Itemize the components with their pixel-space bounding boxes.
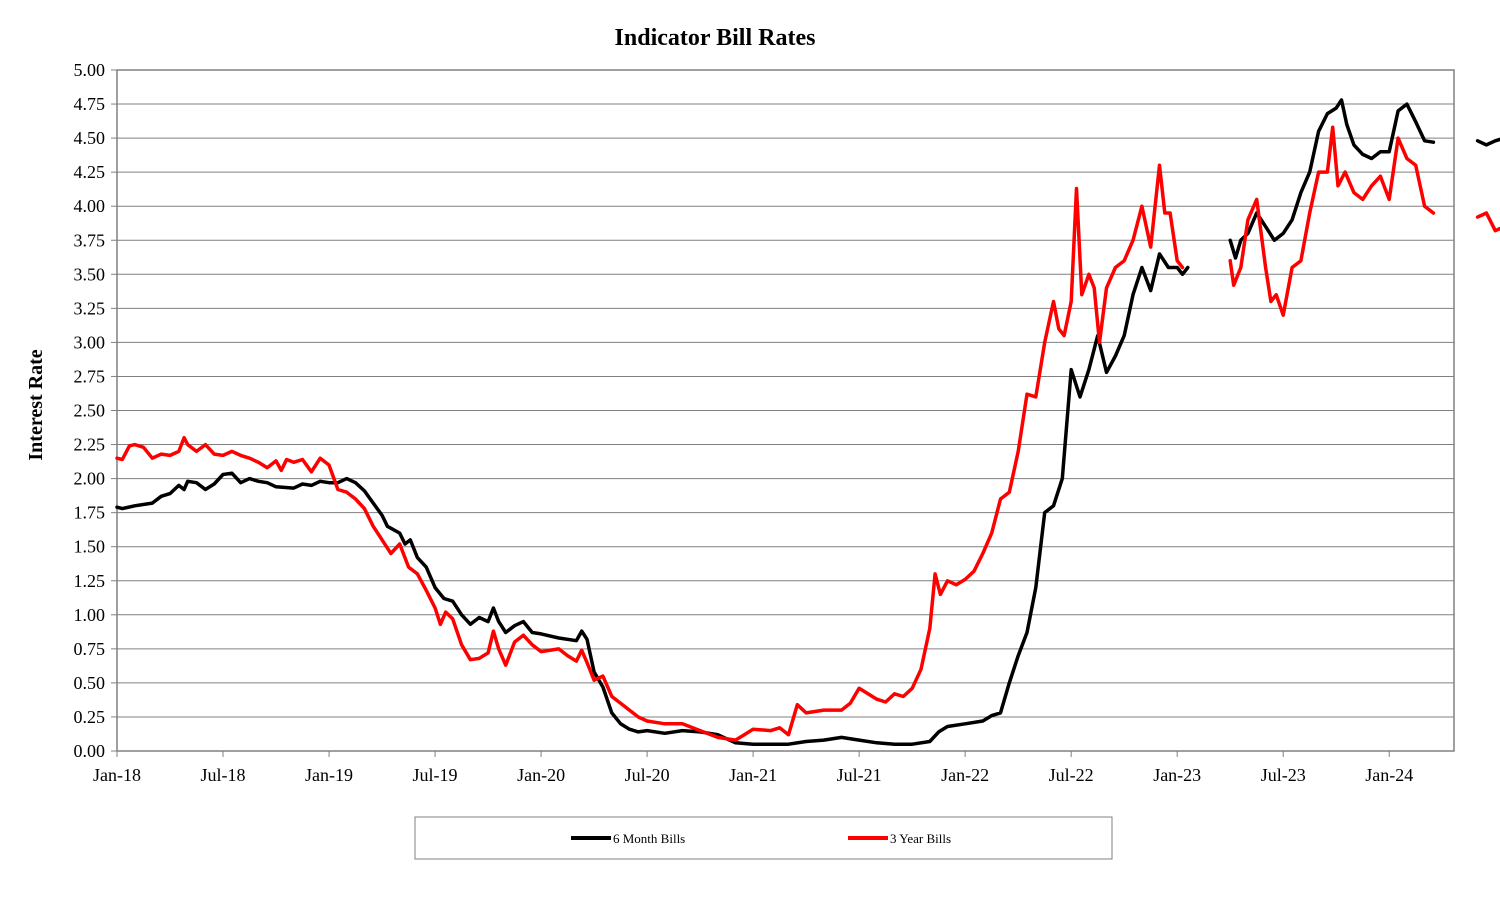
y-tick-label: 3.00 [74, 332, 106, 352]
y-tick-label: 4.75 [74, 94, 106, 114]
series-lines [115, 98, 1500, 746]
y-tick-label: 3.25 [74, 298, 106, 318]
y-tick-label: 4.25 [74, 162, 106, 182]
x-tick-label: Jan-24 [1365, 765, 1413, 785]
y-tick-label: 3.50 [74, 264, 106, 284]
x-tick-label: Jan-23 [1153, 765, 1201, 785]
x-tick-label: Jul-20 [625, 765, 670, 785]
y-tick-label: 2.50 [74, 401, 106, 421]
y-tick-label: 2.00 [74, 469, 106, 489]
x-tick-label: Jul-18 [201, 765, 246, 785]
y-tick-label: 1.25 [74, 571, 106, 591]
y-tick-label: 0.25 [74, 707, 106, 727]
legend-box [414, 816, 1113, 860]
y-axis-ticks: 0.00 0.25 0.50 0.75 1.00 1.25 1.50 1.75 2.00 2.25… [74, 60, 117, 761]
x-tick-label: Jul-19 [413, 765, 458, 785]
y-tick-label: 0.00 [74, 741, 106, 761]
y-tick-label: 1.00 [74, 605, 106, 625]
x-tick-label: Jan-19 [305, 765, 353, 785]
series-line-3-year-segment-2 [1228, 125, 1436, 317]
y-tick-label: 2.75 [74, 366, 106, 386]
chart-title: Indicator Bill Rates [615, 25, 816, 51]
gridlines [117, 103, 1454, 718]
y-tick-label: 4.00 [74, 196, 106, 216]
y-tick-label: 1.75 [74, 503, 106, 523]
y-tick-label: 0.75 [74, 639, 106, 659]
y-tick-label: 5.00 [74, 60, 106, 80]
x-axis-ticks: Jan-18 Jul-18 Jan-19 Jul-19 Jan-20 Jul-20 Jan-… [93, 751, 1413, 785]
series-line-6-month-segment-3 [1475, 137, 1500, 147]
legend-label-6-month: 6 Month Bills [613, 831, 685, 846]
series-line-3-year-segment-1 [115, 163, 1185, 742]
y-tick-label: 1.50 [74, 537, 106, 557]
y-tick-label: 0.50 [74, 673, 106, 693]
x-tick-label: Jan-21 [729, 765, 777, 785]
y-tick-label: 3.75 [74, 230, 106, 250]
x-tick-label: Jul-22 [1049, 765, 1094, 785]
x-tick-label: Jan-18 [93, 765, 141, 785]
x-tick-label: Jan-22 [941, 765, 989, 785]
y-tick-label: 4.50 [74, 128, 106, 148]
legend-label-3-year: 3 Year Bills [890, 831, 951, 846]
series-line-6-month-segment-1 [115, 252, 1190, 746]
x-tick-label: Jan-20 [517, 765, 565, 785]
y-axis-label: Interest Rate [25, 349, 47, 460]
x-tick-label: Jul-23 [1261, 765, 1306, 785]
y-tick-label: 2.25 [74, 435, 106, 455]
series-line-3-year-segment-3 [1475, 211, 1500, 233]
x-tick-label: Jul-21 [837, 765, 882, 785]
legend: 6 Month Bills 3 Year Bills [414, 816, 1113, 860]
